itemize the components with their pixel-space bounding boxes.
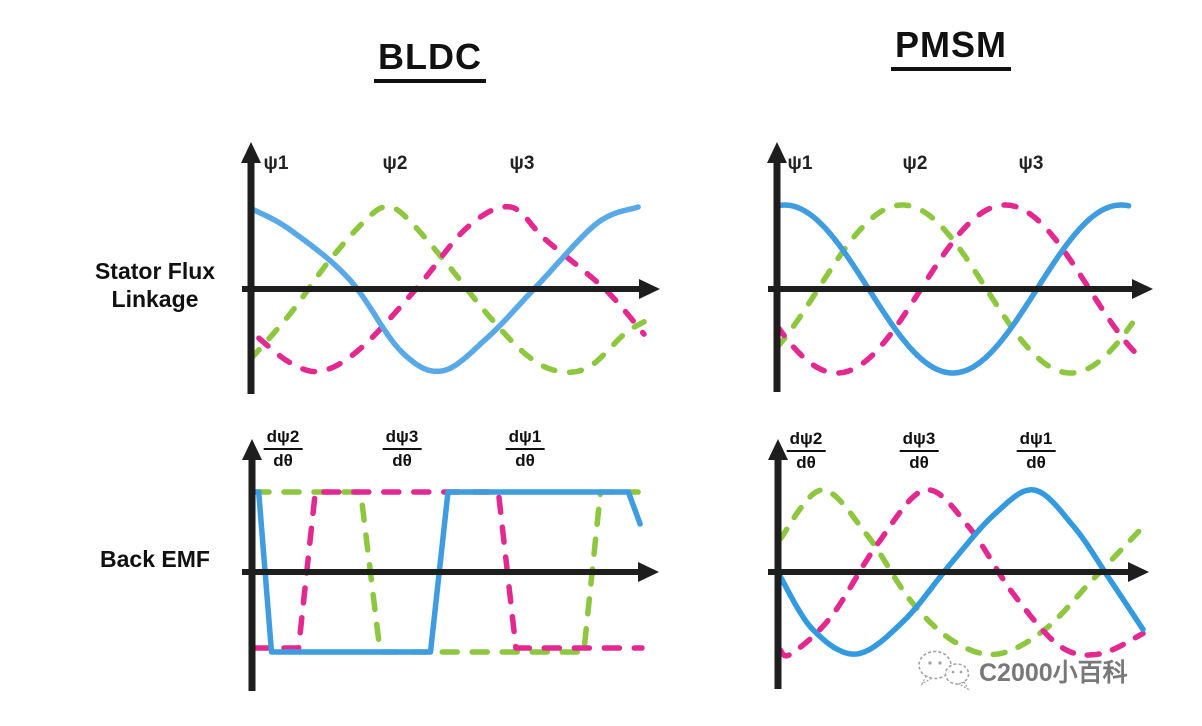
waveform-psi3: [774, 202, 1143, 376]
fraction-numerator: dψ3: [899, 429, 939, 452]
pmsm-stator-flux-plot: [767, 142, 1153, 392]
waveform-dpsi2: [777, 487, 1146, 658]
pmsm-back-emf-plot: [768, 439, 1149, 689]
curve-label-psi2: ψ2: [902, 153, 928, 174]
fraction-numerator: dψ1: [505, 427, 545, 450]
fraction-denominator: dθ: [1026, 452, 1046, 472]
fraction-denominator: dθ: [796, 452, 816, 472]
waveform-dpsi3: [251, 489, 645, 651]
fraction-denominator: dθ: [273, 450, 293, 470]
fraction-numerator: dψ3: [382, 427, 422, 450]
row-label-line: Linkage: [111, 285, 199, 312]
curve-label-psi1: ψ1: [263, 153, 289, 174]
curve-label-psi1: ψ1: [787, 153, 813, 174]
y-axis-arrowhead: [768, 439, 788, 460]
y-axis-arrowhead: [767, 142, 787, 163]
watermark: C2000小百科: [914, 646, 1128, 696]
bldc-stator-flux-plot: [241, 142, 660, 394]
y-axis-arrowhead: [242, 439, 262, 460]
panel-pmsm-stator-flux: ψ1 ψ2 ψ3: [763, 136, 1193, 406]
row-label-back-emf: Back EMF: [100, 546, 210, 572]
waveform-psi1: [250, 204, 641, 375]
waveform-dpsi1: [777, 487, 1146, 657]
curve-label-dpsi1-dtheta: dψ1 dθ: [505, 427, 545, 470]
waveform-psi2: [774, 202, 1136, 376]
curve-label-dpsi3-dtheta: dψ3 dθ: [899, 429, 939, 472]
fraction-numerator: dψ2: [263, 427, 303, 450]
row-label-stator-flux-linkage: Stator Flux Linkage: [55, 258, 255, 313]
waveform-psi1: [774, 202, 1132, 376]
y-axis-arrowhead: [241, 142, 261, 163]
panel-bldc-back-emf: dψ2 dθ dψ3 dθ dψ1 dθ: [238, 421, 672, 721]
curve-label-dpsi1-dtheta: dψ1 dθ: [1016, 429, 1056, 472]
panel-pmsm-back-emf: dψ2 dθ dψ3 dθ dψ1 dθ: [763, 421, 1197, 721]
curve-label-psi3: ψ3: [509, 153, 535, 174]
curve-label-dpsi2-dtheta: dψ2 dθ: [263, 427, 303, 470]
x-axis-arrowhead: [639, 279, 660, 299]
curve-label-dpsi3-dtheta: dψ3 dθ: [382, 427, 422, 470]
fraction-denominator: dθ: [392, 450, 412, 470]
fraction-numerator: dψ2: [786, 429, 826, 452]
fraction-numerator: dψ1: [1016, 429, 1056, 452]
panel-bldc-stator-flux: ψ1 ψ2 ψ3: [238, 136, 668, 406]
row-label-line: Stator Flux: [94, 258, 216, 284]
x-axis-arrowhead: [638, 562, 659, 582]
wechat-bubbles-icon: [918, 650, 970, 691]
column-title-bldc: BLDC: [374, 36, 486, 83]
fraction-denominator: dθ: [515, 450, 535, 470]
bldc-back-emf-plot: [242, 439, 659, 691]
curve-label-psi2: ψ2: [382, 153, 408, 174]
curve-label-psi3: ψ3: [1018, 153, 1044, 174]
x-axis-arrowhead: [1132, 279, 1153, 299]
waveform-dpsi1: [252, 489, 643, 655]
waveform-psi3: [256, 203, 647, 375]
curve-label-dpsi2-dtheta: dψ2 dθ: [786, 429, 826, 472]
x-axis-arrowhead: [1128, 562, 1149, 582]
watermark-text: C2000小百科: [979, 659, 1128, 687]
waveform-dpsi3: [777, 487, 1146, 659]
column-title-pmsm: PMSM: [891, 24, 1011, 71]
fraction-denominator: dθ: [909, 452, 929, 472]
